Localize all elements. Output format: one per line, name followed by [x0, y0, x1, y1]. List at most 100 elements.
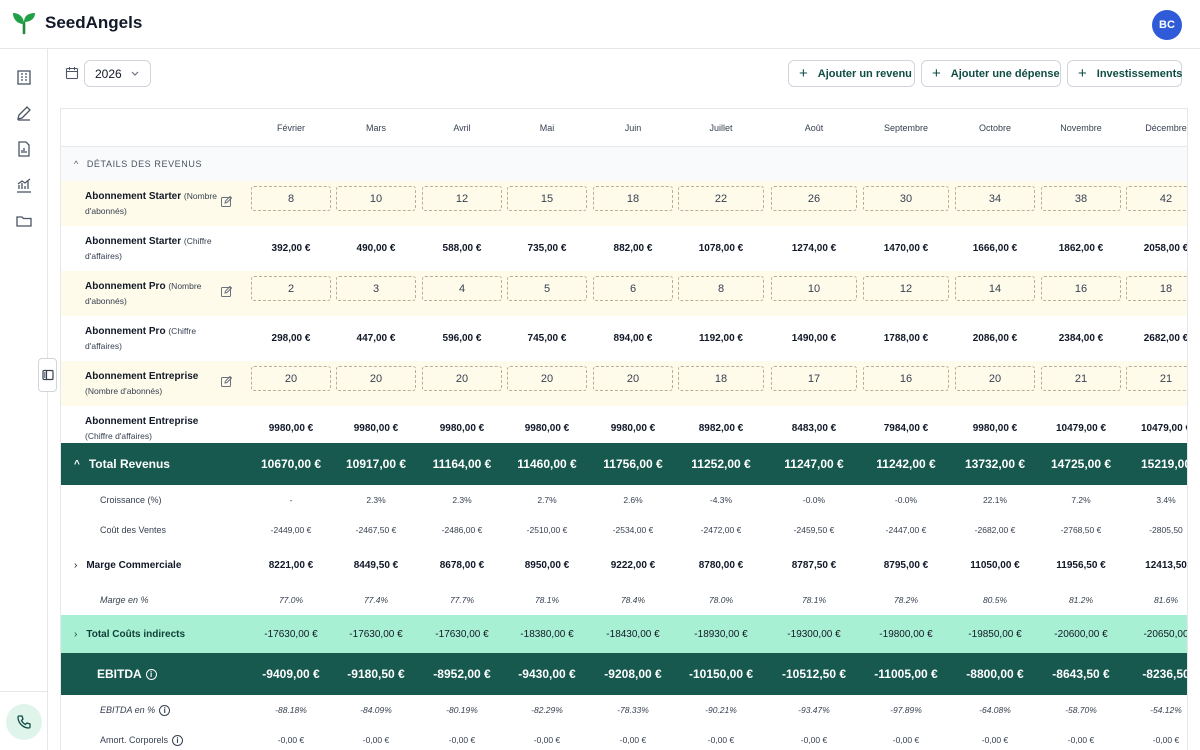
- document-icon[interactable]: [15, 140, 33, 158]
- quantity-input[interactable]: 34: [955, 186, 1035, 211]
- edit-icon[interactable]: [221, 284, 233, 297]
- pencil-icon[interactable]: [15, 104, 33, 122]
- total-revenue-row[interactable]: ^ Total Revenus 10670,00 € 10917,00 € 11164,…: [61, 443, 1188, 485]
- value-cell: 882,00 €: [613, 243, 653, 254]
- cost-of-sales-label: Coût des Ventes: [100, 515, 166, 545]
- quantity-input[interactable]: 20: [422, 366, 502, 391]
- plus-icon: +: [932, 65, 941, 82]
- add-expense-button[interactable]: + Ajouter une dépense: [921, 60, 1061, 87]
- value-cell: -9180,50 €: [347, 667, 405, 681]
- value-cell: -2510,00 €: [526, 525, 568, 535]
- value-cell: 588,00 €: [442, 243, 482, 254]
- growth-label-text: Croissance (%): [100, 495, 162, 505]
- quantity-input[interactable]: 14: [955, 276, 1035, 301]
- sidebar-toggle-icon[interactable]: [38, 358, 57, 392]
- chevron-up-icon: ^: [74, 458, 80, 470]
- value-cell: 8950,00 €: [524, 559, 570, 571]
- value-cell: -10512,50 €: [781, 667, 847, 681]
- quantity-input[interactable]: 22: [678, 186, 764, 211]
- info-icon[interactable]: i: [172, 734, 184, 746]
- phone-icon[interactable]: [6, 704, 42, 740]
- value-cell: -19850,00 €: [968, 628, 1022, 640]
- value-cell: 78.0%: [708, 595, 734, 605]
- quantity-input[interactable]: 18: [1126, 276, 1187, 301]
- quantity-input[interactable]: 3: [336, 276, 416, 301]
- value-cell: -78.33%: [617, 705, 649, 715]
- gross-margin-row[interactable]: › Marge Commerciale 8221,00 € 8449,50 € 8678…: [61, 545, 1187, 585]
- quantity-input[interactable]: 10: [771, 276, 857, 301]
- info-icon[interactable]: i: [159, 704, 171, 716]
- month-header: Mars: [366, 122, 386, 133]
- year-select[interactable]: 2026: [84, 60, 151, 87]
- quantity-input[interactable]: 6: [593, 276, 673, 301]
- section-header[interactable]: ^ DÉTAILS DES REVENUS: [61, 147, 1187, 181]
- sidebar: [0, 49, 48, 750]
- logo[interactable]: SeedAngels: [12, 11, 142, 35]
- quantity-input[interactable]: 15: [507, 186, 587, 211]
- quantity-input[interactable]: 12: [863, 276, 949, 301]
- value-cell: -2534,00 €: [612, 525, 654, 535]
- value-cell: 11242,00 €: [876, 457, 936, 471]
- quantity-row: Abonnement Starter (Nombre d'abonnés) 8 10…: [61, 181, 1187, 226]
- quantity-input[interactable]: 12: [422, 186, 502, 211]
- quantity-input[interactable]: 18: [678, 366, 764, 391]
- ebitda-pct-row: EBITDA en % i -88.18% -84.09% -80.19% -82.29%…: [61, 695, 1187, 725]
- month-header-row: Février Mars Avril Mai Juin Juillet Août Septem…: [61, 109, 1187, 147]
- value-cell: -17630,00 €: [435, 628, 489, 640]
- value-cell: -80.19%: [446, 705, 478, 715]
- quantity-input[interactable]: 16: [1041, 276, 1121, 301]
- folder-icon[interactable]: [15, 212, 33, 230]
- quantity-input[interactable]: 17: [771, 366, 857, 391]
- value-cell: 8780,00 €: [698, 559, 744, 571]
- add-revenue-button[interactable]: + Ajouter un revenu: [788, 60, 915, 87]
- quantity-input[interactable]: 42: [1126, 186, 1187, 211]
- quantity-input[interactable]: 5: [507, 276, 587, 301]
- quantity-input[interactable]: 26: [771, 186, 857, 211]
- quantity-input[interactable]: 10: [336, 186, 416, 211]
- value-cell: 80.5%: [982, 595, 1008, 605]
- growth-row: Croissance (%) - 2.3% 2.3% 2.7% 2.6% -4.3% -0.0…: [61, 485, 1187, 515]
- value-cell: -2447,00 €: [885, 525, 927, 535]
- quantity-input[interactable]: 20: [955, 366, 1035, 391]
- quantity-input[interactable]: 2: [251, 276, 331, 301]
- user-avatar[interactable]: BC: [1152, 10, 1182, 40]
- value-cell: -0,00 €: [277, 735, 305, 745]
- value-cell: -0.0%: [894, 495, 918, 505]
- value-cell: 15219,00: [1140, 457, 1188, 471]
- row-label-text: Abonnement Starter (Chiffre d'affaires): [85, 234, 225, 264]
- edit-icon[interactable]: [221, 194, 233, 207]
- top-header: SeedAngels BC: [0, 0, 1200, 49]
- row-label-sub: (Nombre d'abonnés): [85, 280, 202, 306]
- quantity-input[interactable]: 16: [863, 366, 949, 391]
- row-label-text: Abonnement Pro (Chiffre d'affaires): [85, 324, 225, 354]
- quantity-input[interactable]: 8: [251, 186, 331, 211]
- building-icon[interactable]: [15, 68, 33, 86]
- quantity-input[interactable]: 18: [593, 186, 673, 211]
- info-icon[interactable]: i: [145, 668, 157, 680]
- indirect-costs-row[interactable]: › Total Coûts indirects -17630,00 € -17630,…: [61, 615, 1187, 653]
- quantity-input[interactable]: 20: [507, 366, 587, 391]
- month-header: Octobre: [978, 122, 1011, 133]
- add-expense-label: Ajouter une dépense: [950, 67, 1060, 80]
- quantity-input[interactable]: 8: [678, 276, 764, 301]
- quantity-input[interactable]: 20: [336, 366, 416, 391]
- value-cell: 10479,00 €: [1055, 423, 1107, 434]
- quantity-input[interactable]: 4: [422, 276, 502, 301]
- investments-button[interactable]: + Investissements: [1067, 60, 1182, 87]
- value-cell: -8952,00 €: [433, 667, 491, 681]
- quantity-input[interactable]: 30: [863, 186, 949, 211]
- value-cell: 14725,00 €: [1050, 457, 1112, 471]
- value-cell: -2459,50 €: [793, 525, 835, 535]
- edit-icon[interactable]: [221, 374, 233, 387]
- value-cell: -2486,00 €: [441, 525, 483, 535]
- quantity-input[interactable]: 38: [1041, 186, 1121, 211]
- quantity-input[interactable]: 20: [593, 366, 673, 391]
- chart-icon[interactable]: [15, 176, 33, 194]
- plus-icon: +: [1078, 65, 1087, 82]
- value-cell: 8982,00 €: [698, 423, 744, 434]
- quantity-input[interactable]: 21: [1126, 366, 1187, 391]
- quantity-input[interactable]: 20: [251, 366, 331, 391]
- row-label: Abonnement Pro (Chiffre d'affaires): [85, 316, 225, 361]
- value-cell: -0,00 €: [707, 735, 735, 745]
- quantity-input[interactable]: 21: [1041, 366, 1121, 391]
